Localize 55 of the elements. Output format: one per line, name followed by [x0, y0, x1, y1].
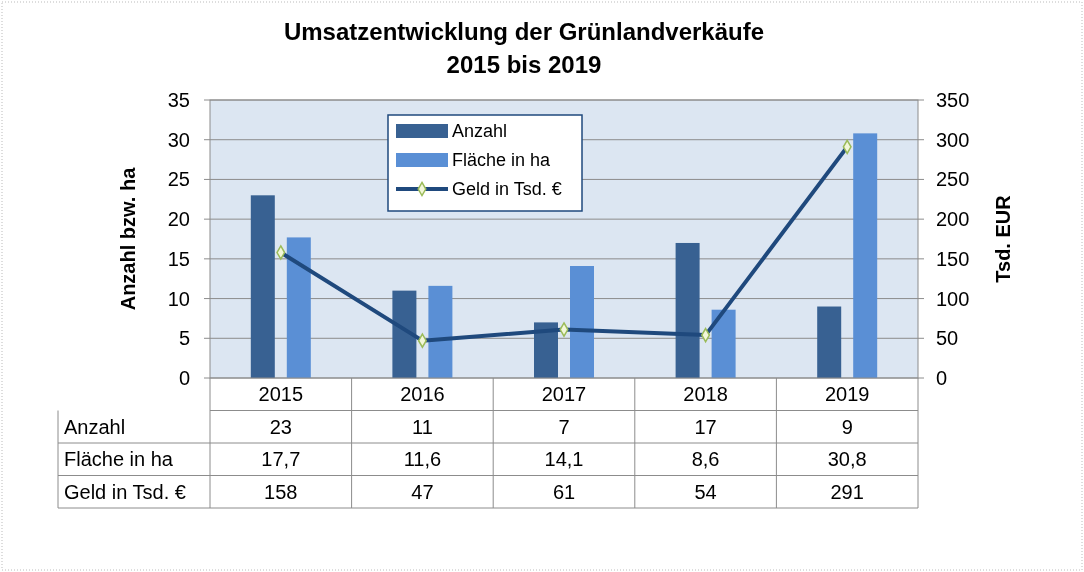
data-label: 158 [264, 480, 298, 503]
y-tick-label: 25 [167, 168, 190, 191]
y2-tick-label: 150 [936, 247, 970, 270]
bar [286, 237, 311, 378]
y-tick-label: 5 [178, 327, 190, 350]
data-label: 30,8 [827, 448, 867, 471]
legend-label: Fläche in ha [452, 150, 552, 171]
bar [534, 322, 558, 378]
legend-label: Geld in Tsd. € [452, 179, 562, 200]
y2-axis-title: Tsd. EUR [992, 194, 1014, 283]
bar [853, 133, 878, 378]
y2-tick-label: 350 [936, 89, 970, 111]
x-tick-label: 2017 [541, 383, 587, 406]
bar [570, 266, 594, 378]
chart-title: Umsatzentwicklung der Grünlandverkäufe 2015 bis 2019 [283, 18, 765, 78]
y2-tick-label: 100 [936, 287, 970, 310]
bar [428, 285, 453, 378]
data-label: 17 [694, 415, 717, 438]
data-label: 23 [269, 415, 292, 438]
data-label: 17,7 [261, 448, 301, 471]
y-tick-label: 15 [167, 247, 190, 270]
x-tick-label: 2015 [258, 383, 304, 406]
text: Fläche in ha [64, 448, 173, 471]
y2-tick-label: 300 [936, 128, 970, 151]
text: Anzahl [64, 415, 126, 438]
data-label: 8,6 [691, 448, 720, 471]
bar [817, 306, 842, 378]
bar [392, 290, 417, 378]
x-tick-label: 2018 [683, 383, 728, 406]
y2-tick-label: 50 [936, 327, 959, 350]
y-axis-title: Anzahl bzw. ha [117, 166, 139, 311]
y2-tick-label: 200 [936, 208, 970, 231]
data-label: 14,1 [544, 448, 584, 471]
data-label: 54 [694, 480, 717, 503]
y-tick-label: 10 [167, 287, 190, 310]
data-label: 291 [830, 480, 864, 503]
data-label: 9 [841, 415, 853, 438]
data-label: 11,6 [403, 448, 442, 471]
y-tick-label: 0 [178, 367, 190, 389]
x-tick-label: 2016 [400, 383, 445, 406]
text: Geld in Tsd. € [64, 480, 186, 503]
legend-label: Anzahl [452, 121, 508, 142]
bar [250, 195, 275, 378]
data-label: 7 [558, 415, 570, 438]
bar [675, 242, 700, 378]
y2-tick-label: 250 [936, 168, 970, 191]
y-tick-label: 20 [167, 208, 190, 231]
data-label: 61 [552, 480, 576, 503]
data-label: 11 [412, 415, 433, 438]
y2-tick-label: 0 [936, 367, 948, 389]
y-tick-label: 35 [167, 89, 190, 111]
bar [711, 309, 736, 378]
x-tick-label: 2019 [824, 383, 870, 406]
y-tick-label: 30 [167, 128, 190, 151]
data-label: 47 [411, 480, 434, 503]
